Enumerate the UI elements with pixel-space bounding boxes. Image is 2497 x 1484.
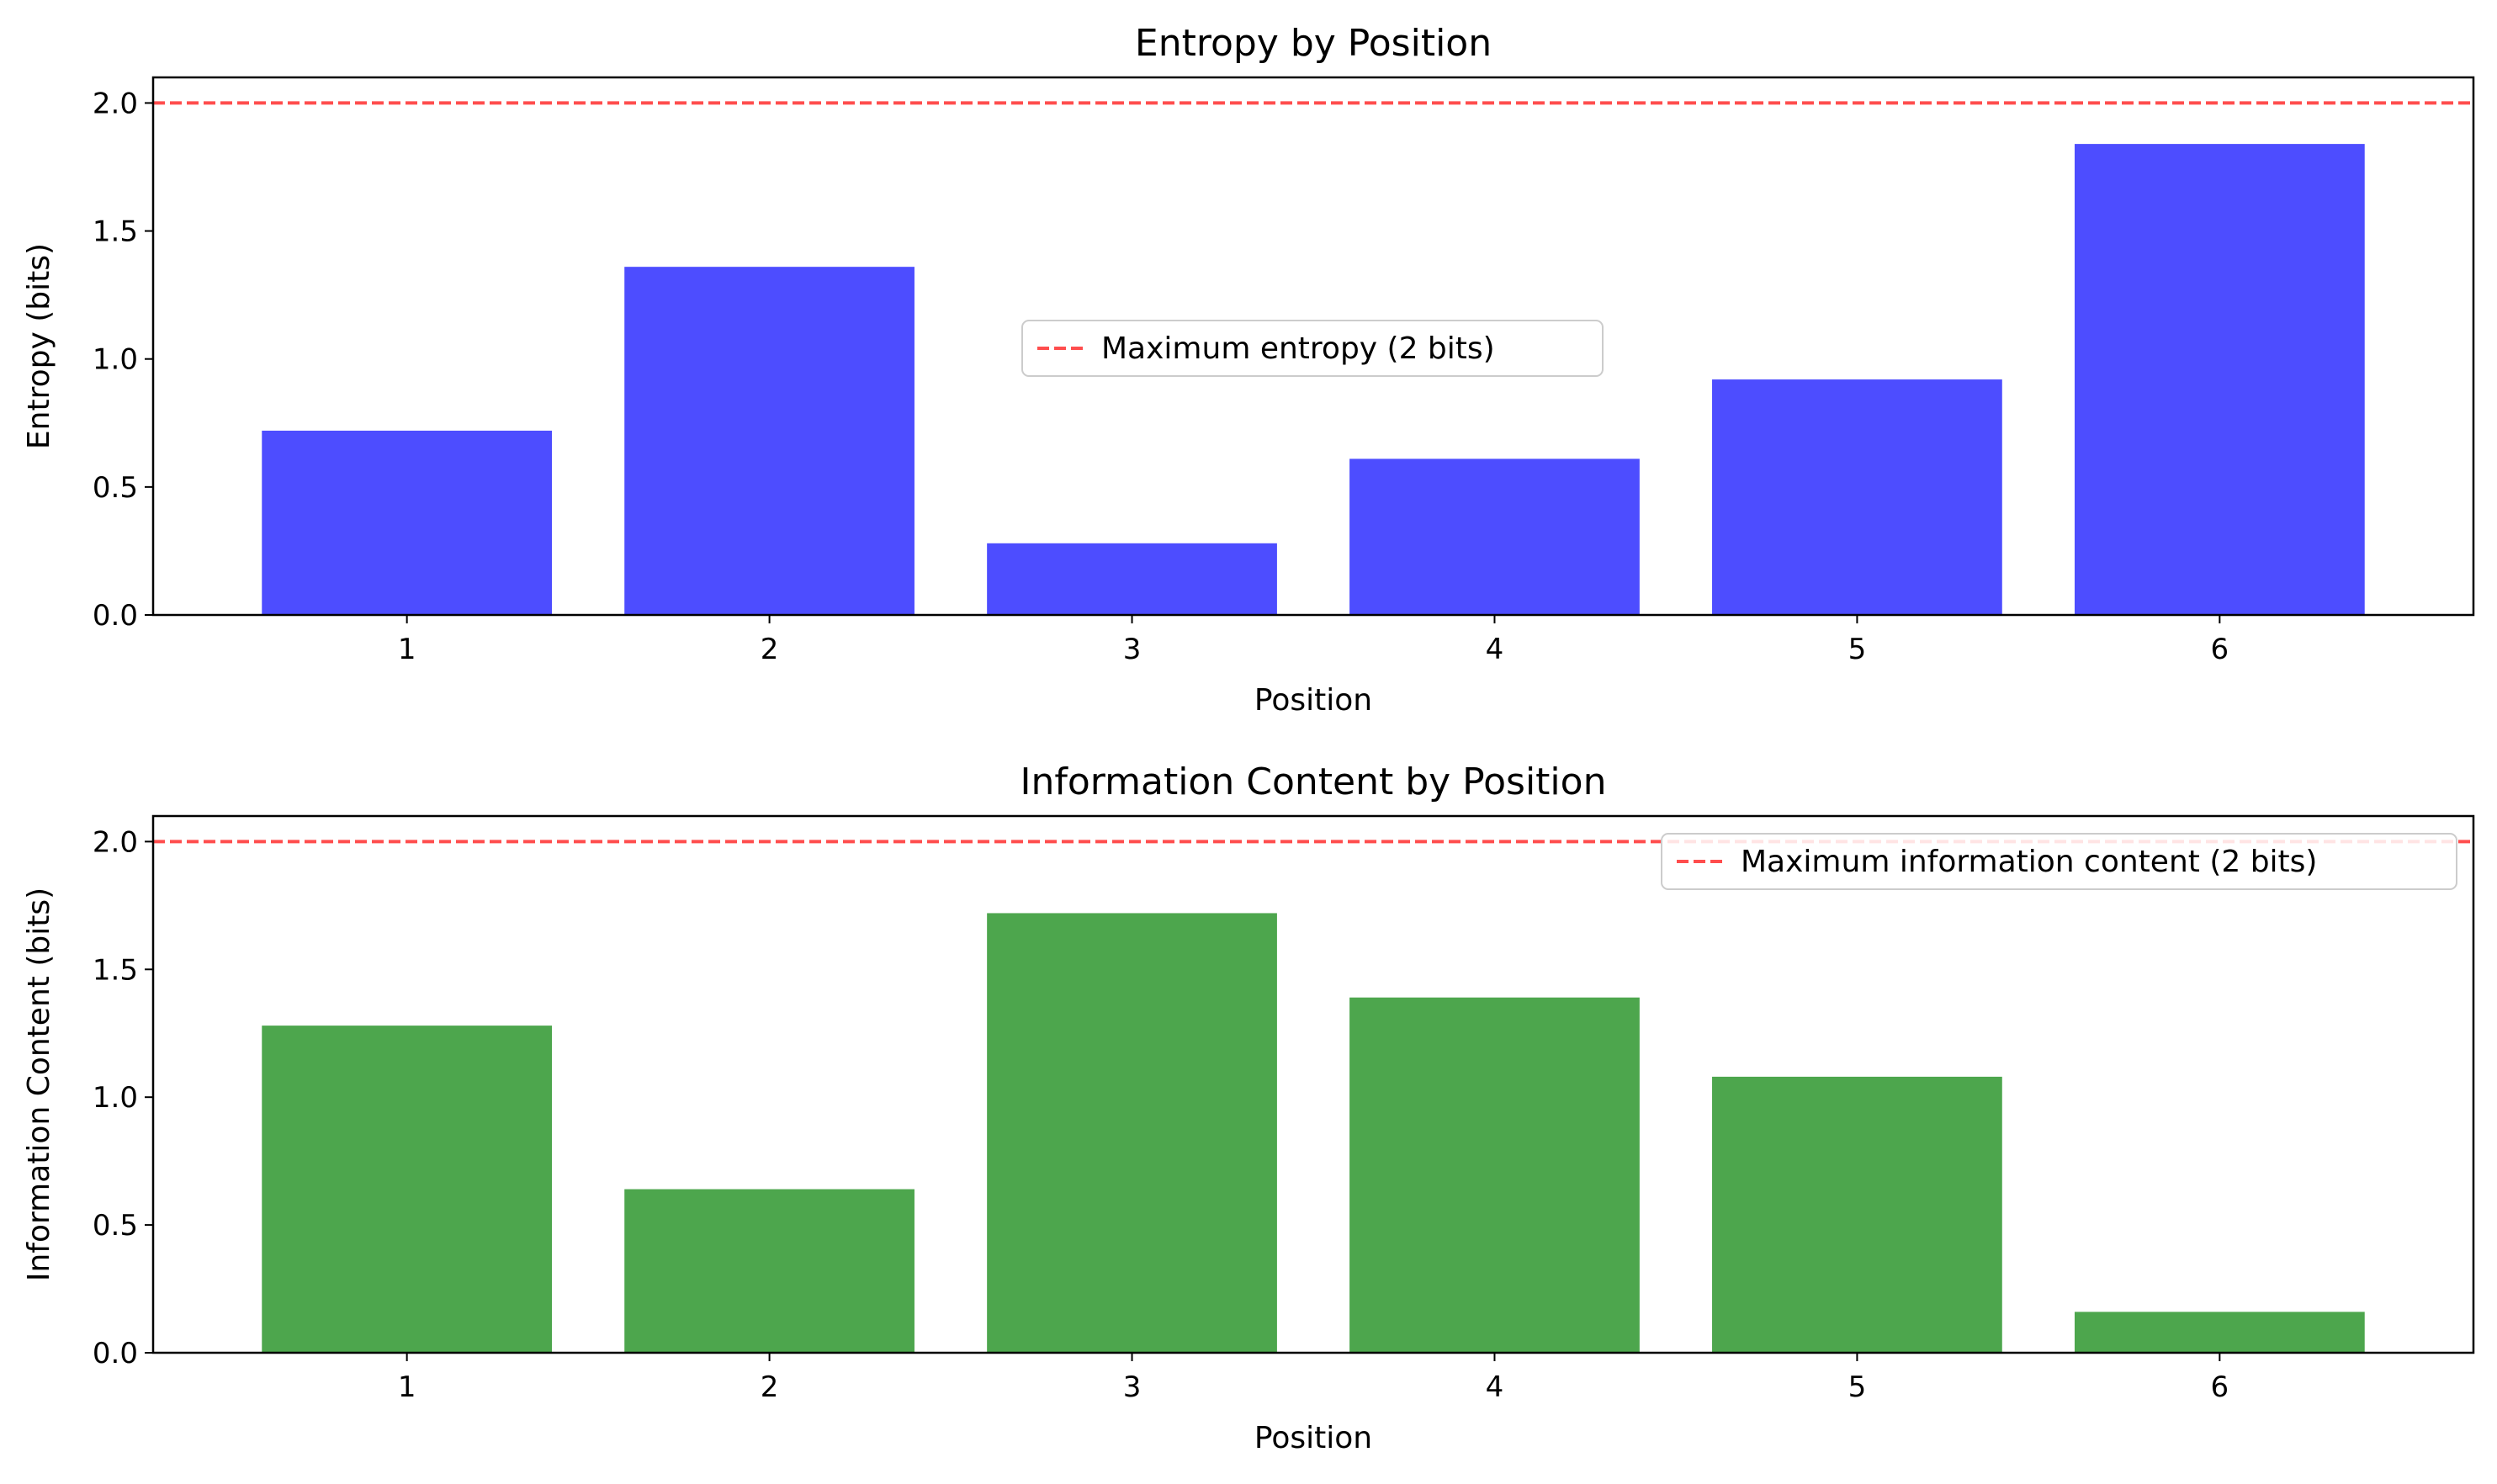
y-tick-label: 1.5	[93, 953, 138, 987]
bar-6	[2074, 1312, 2365, 1353]
chart-title: Information Content by Position	[1021, 761, 1607, 803]
x-tick-label: 5	[1848, 633, 1867, 666]
x-tick-label: 6	[2211, 1370, 2229, 1404]
y-tick-label: 1.0	[93, 343, 138, 377]
y-tick-label: 2.0	[93, 87, 138, 120]
bar-6	[2074, 144, 2365, 616]
legend-label: Maximum information content (2 bits)	[1741, 845, 2317, 879]
bar-4	[1349, 997, 1640, 1353]
bar-2	[624, 267, 915, 615]
chart-panel-1: 0.0 0.5 1.0 1.5 2.0 1 2 3 4 5 6 Entropy by Position…	[22, 22, 2475, 718]
x-tick-label: 1	[398, 1370, 416, 1404]
y-tick-label: 1.0	[93, 1081, 138, 1115]
y-axis-label: Entropy (bits)	[22, 243, 56, 449]
y-tick-label: 2.0	[93, 825, 138, 859]
bar-1	[262, 430, 553, 615]
legend: Maximum information content (2 bits)	[1661, 833, 2457, 890]
x-tick-label: 1	[398, 633, 416, 666]
x-axis-label: Position	[1254, 683, 1372, 718]
legend-box	[1021, 320, 1604, 377]
x-axis-label: Position	[1254, 1421, 1372, 1455]
y-tick-label: 0.5	[93, 1209, 138, 1243]
bar-5	[1712, 1076, 2002, 1353]
bar-1	[262, 1026, 553, 1353]
x-tick-label: 3	[1123, 633, 1142, 666]
x-tick-label: 5	[1848, 1370, 1867, 1404]
y-tick-label: 0.5	[93, 471, 138, 505]
x-tick-label: 2	[761, 633, 779, 666]
x-tick-label: 4	[1486, 633, 1504, 666]
chart-title: Entropy by Position	[1135, 22, 1492, 65]
y-axis-label: Information Content (bits)	[22, 888, 56, 1281]
y-tick-label: 1.5	[93, 215, 138, 249]
x-tick-label: 4	[1486, 1370, 1504, 1404]
y-tick-label: 0.0	[93, 1337, 138, 1370]
chart-panel-2: 0.0 0.5 1.0 1.5 2.0 1 2 3 4 5 6 Information Content…	[22, 761, 2475, 1455]
bar-3	[987, 913, 1277, 1353]
legend-label: Maximum entropy (2 bits)	[1101, 331, 1495, 366]
legend-box	[1661, 833, 2457, 890]
bar-5	[1712, 379, 2002, 615]
bar-2	[624, 1189, 915, 1353]
x-tick-label: 2	[761, 1370, 779, 1404]
y-tick-label: 0.0	[93, 599, 138, 633]
axes-frame	[151, 76, 2475, 617]
legend: Maximum entropy (2 bits)	[1021, 320, 1604, 377]
x-tick-label: 6	[2211, 633, 2229, 666]
bar-4	[1349, 458, 1640, 615]
axes-frame	[151, 814, 2475, 1354]
bar-3	[987, 543, 1277, 615]
x-tick-label: 3	[1123, 1370, 1142, 1404]
